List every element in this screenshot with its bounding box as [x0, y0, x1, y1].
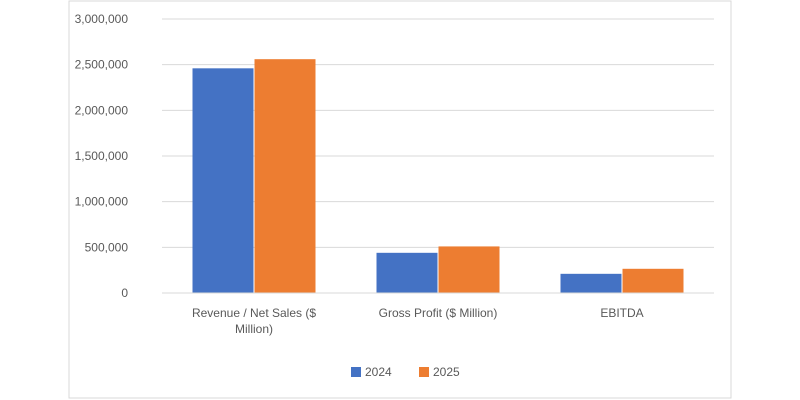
y-tick-label: 3,000,000 — [75, 12, 129, 26]
y-tick-label: 0 — [121, 286, 128, 300]
legend-swatch-2024 — [351, 367, 361, 377]
legend-label-2025: 2025 — [433, 365, 460, 379]
bar-2024-0 — [192, 68, 254, 293]
y-tick-label: 2,000,000 — [75, 103, 129, 117]
y-axis-tick-labels: 0 500,000 1,000,000 1,500,000 2,000,000 2,500… — [75, 12, 129, 300]
bars — [192, 59, 684, 293]
gridlines — [162, 18, 714, 248]
y-tick-label: 2,500,000 — [75, 58, 129, 72]
bar-2025-2 — [622, 268, 684, 293]
x-category-label: Revenue / Net Sales ($ Million) — [192, 306, 316, 336]
chart-border — [68, 0, 732, 399]
bar-2025-1 — [438, 246, 500, 293]
x-category-label-line: Million) — [235, 322, 273, 336]
y-tick-label: 1,500,000 — [75, 149, 129, 163]
bar-2024-2 — [560, 273, 622, 293]
bar-2025-0 — [254, 59, 316, 293]
legend-label-2024: 2024 — [365, 365, 392, 379]
legend: 2024 2025 — [351, 365, 460, 379]
x-axis-category-labels: Revenue / Net Sales ($ Million) Gross Prof… — [192, 306, 644, 336]
legend-swatch-2025 — [419, 367, 429, 377]
x-category-label-line: EBITDA — [600, 306, 643, 320]
y-tick-label: 500,000 — [85, 240, 129, 254]
x-category-label: EBITDA — [600, 306, 643, 320]
x-category-label-line: Gross Profit ($ Million) — [379, 306, 498, 320]
bar-2024-1 — [376, 252, 438, 293]
y-tick-label: 1,000,000 — [75, 195, 129, 209]
x-category-label-line: Revenue / Net Sales ($ — [192, 306, 316, 320]
x-category-label: Gross Profit ($ Million) — [379, 306, 498, 320]
